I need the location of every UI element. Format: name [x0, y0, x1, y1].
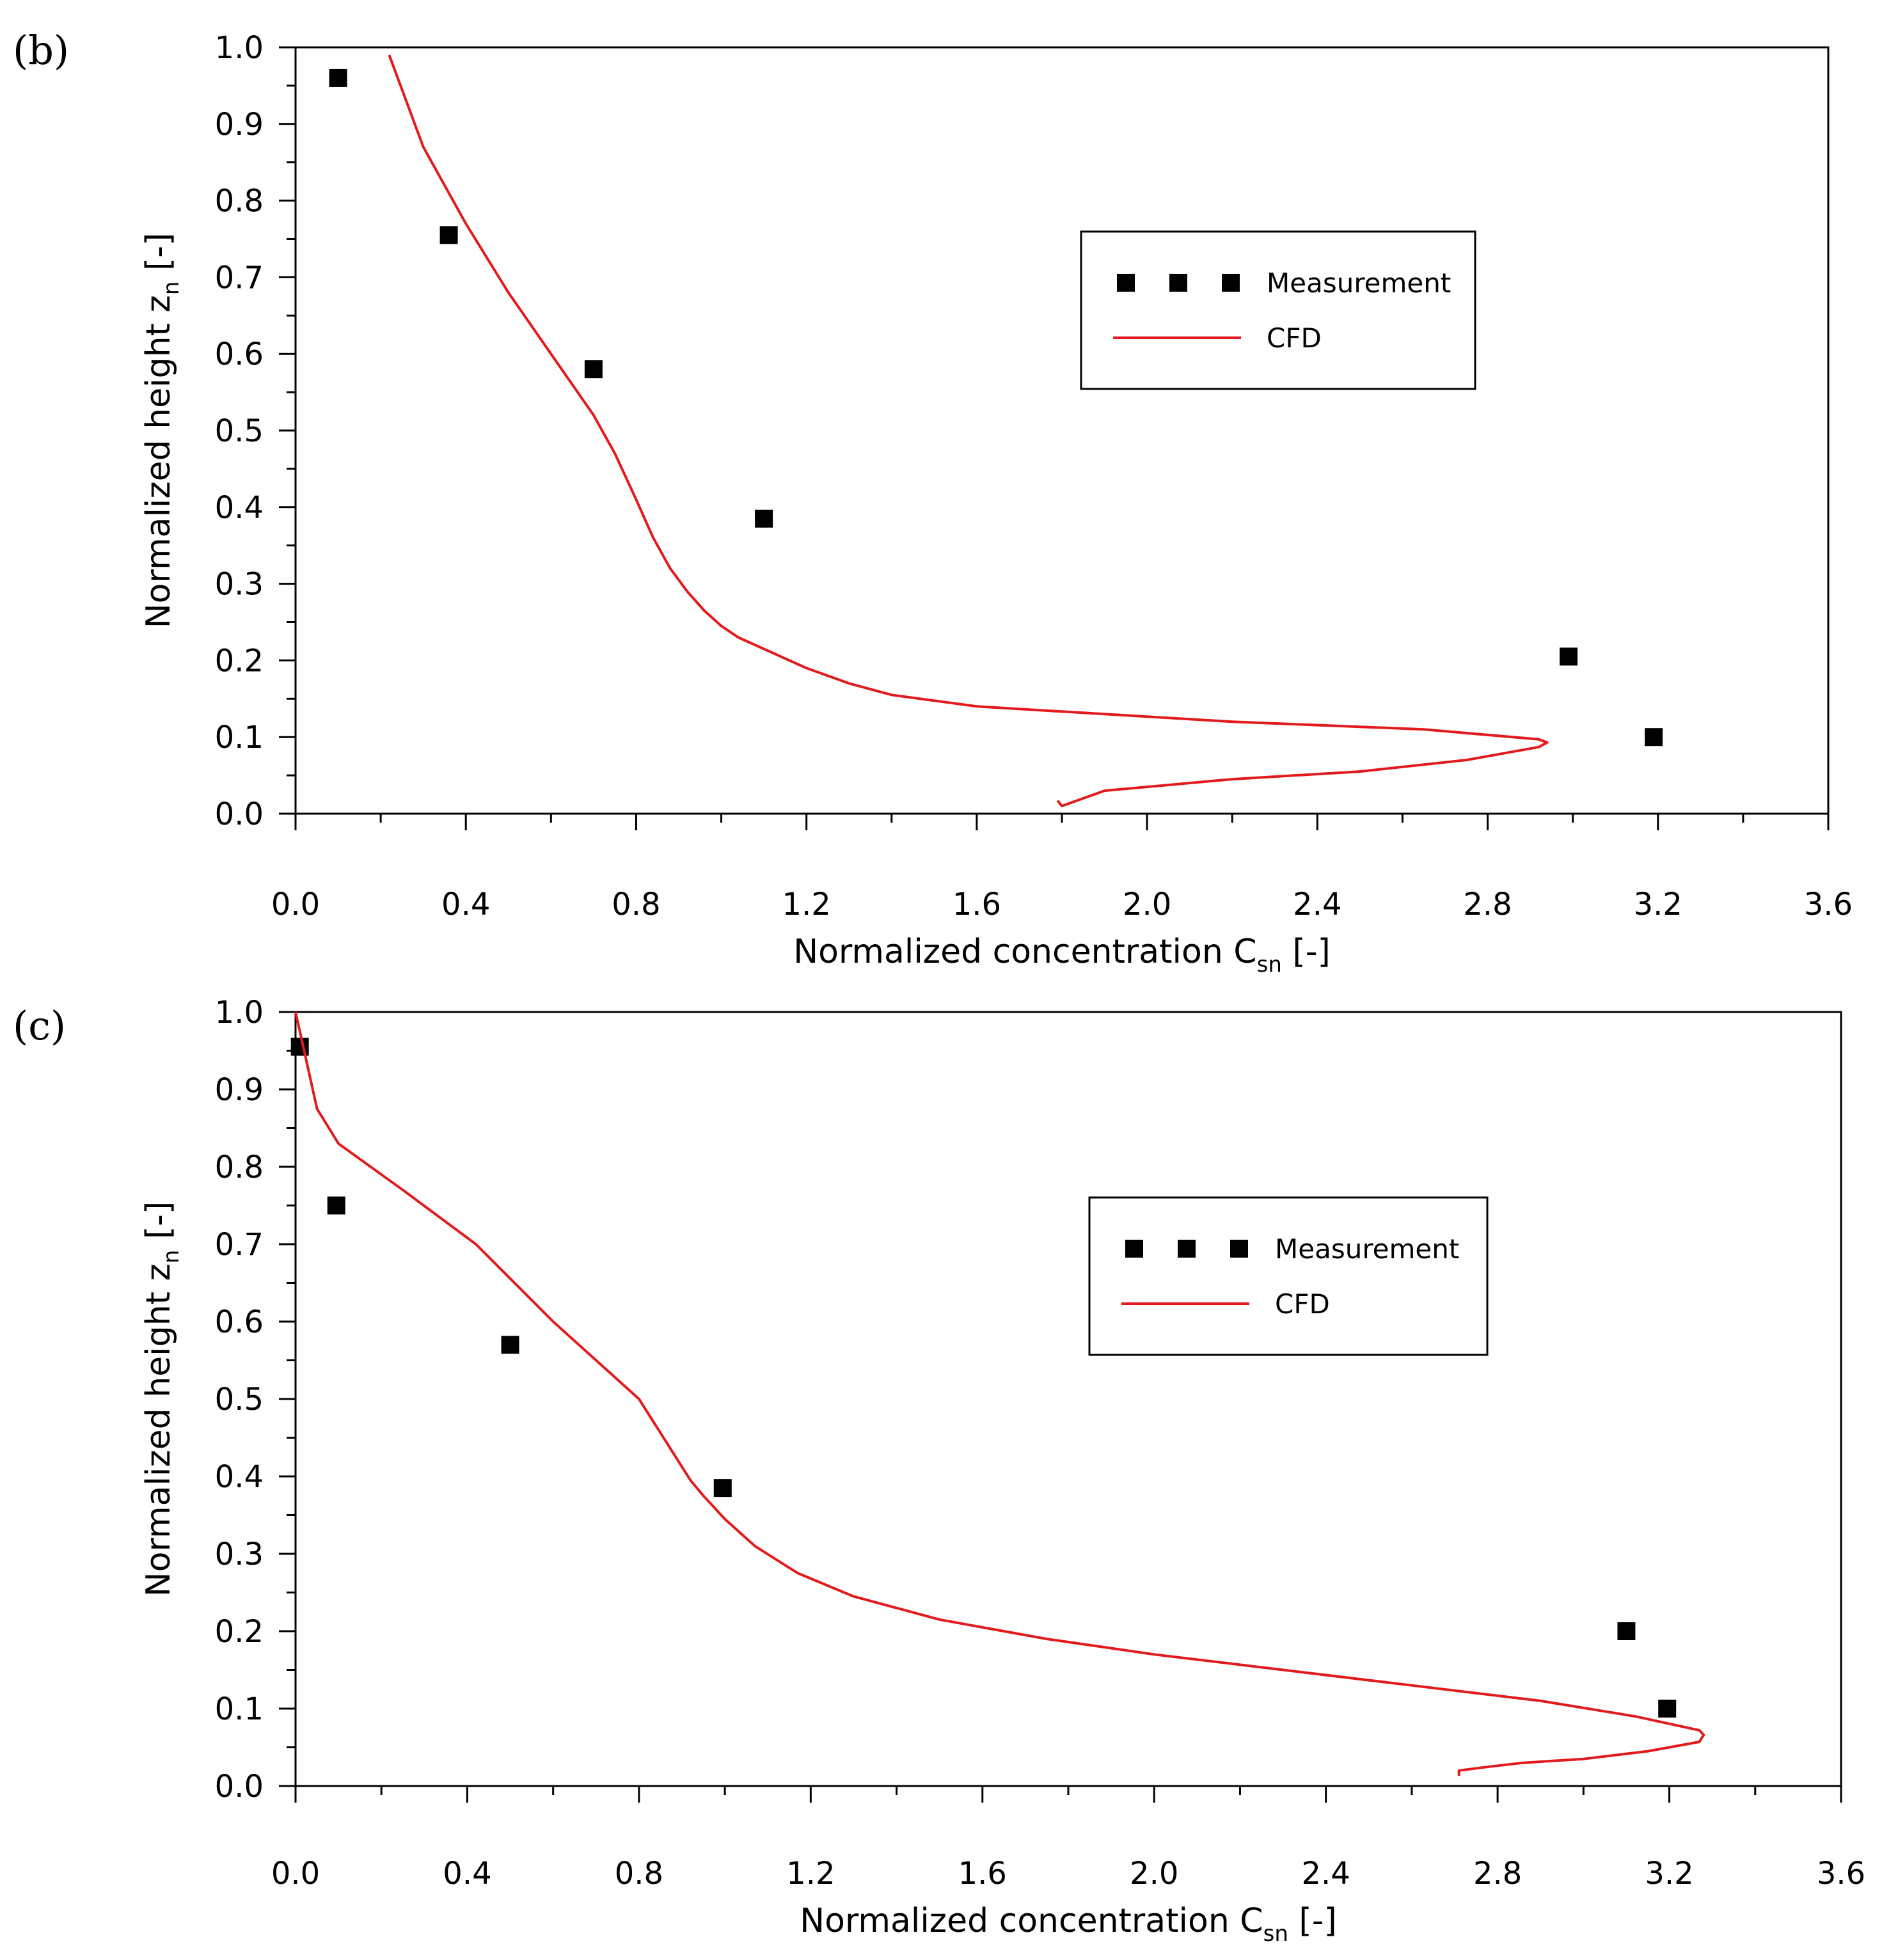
y-tick-label: 0.2	[215, 1614, 264, 1650]
y-axis-title-subscript: n	[159, 1250, 184, 1264]
y-axis-title: Normalized height zn [-]	[139, 233, 184, 628]
x-tick-label: 2.0	[1130, 1856, 1178, 1892]
x-axis-title: Normalized concentration Csn [-]	[793, 933, 1331, 977]
legend-measurement-marker	[1117, 274, 1135, 292]
legend: Measurement CFD	[1088, 1196, 1489, 1356]
y-tick-label: 0.6	[215, 336, 264, 372]
cfd-line	[294, 1011, 1705, 1776]
legend-label-cfd: CFD	[1275, 1288, 1330, 1320]
y-tick-label: 0.5	[215, 1382, 264, 1418]
x-tick-label: 2.4	[1301, 1856, 1350, 1892]
y-tick-label: 0.7	[215, 1227, 264, 1263]
x-tick-label: 2.0	[1123, 887, 1171, 922]
x-tick-label: 0.4	[441, 887, 490, 922]
x-axis-title-subscript: sn	[1257, 952, 1282, 977]
legend-measurement-marker	[1230, 1240, 1248, 1258]
measurement-point	[584, 360, 603, 379]
x-tick-label: 1.6	[958, 1856, 1007, 1892]
chart-panel-c: 0.0 0.4 0.8 1.2 1.6 2.0 2.4 2.8 3.2 3.6 0.0 0.1 0.2 0…	[13, 995, 1865, 1947]
legend-measurement-marker	[1169, 274, 1187, 292]
x-tick-label: 2.8	[1463, 887, 1512, 922]
x-axis-title-suffix: [-]	[1282, 933, 1331, 971]
y-tick-label: 0.1	[215, 1691, 264, 1727]
measurement-point	[290, 1038, 309, 1056]
measurement-point	[439, 226, 458, 244]
legend-box	[1088, 1196, 1489, 1356]
panel-label: (b)	[13, 27, 69, 74]
legend-measurement-marker	[1222, 274, 1240, 292]
measurement-point	[1658, 1700, 1677, 1718]
x-axis-title-main: Normalized concentration C	[793, 933, 1256, 971]
x-tick-label: 3.6	[1817, 1856, 1865, 1892]
y-tick-label: 0.3	[215, 1537, 264, 1572]
y-axis-title-main: Normalized height z	[139, 295, 178, 628]
measurement-point	[713, 1479, 732, 1498]
measurement-point	[1645, 728, 1663, 747]
x-tick-label: 0.4	[443, 1856, 491, 1892]
legend-measurement-marker	[1178, 1240, 1196, 1258]
y-tick-label: 0.8	[215, 1150, 264, 1185]
chart-panel-b: 0.0 0.4 0.8 1.2 1.6 2.0 2.4 2.8 3.2 3.6 0.0 0.1 0.2 0…	[13, 27, 1853, 977]
measurement-point	[329, 68, 347, 87]
measurement-point	[1617, 1622, 1636, 1640]
x-tick-label: 0.8	[612, 887, 660, 922]
legend-label-measurement: Measurement	[1267, 267, 1451, 299]
y-tick-label: 0.0	[215, 1769, 264, 1805]
x-tick-label: 1.6	[953, 887, 1001, 922]
measurement-point	[1560, 647, 1578, 666]
x-tick-label: 2.8	[1473, 1856, 1522, 1892]
y-tick-label: 0.5	[215, 413, 264, 449]
y-tick-label: 0.8	[215, 184, 264, 219]
x-tick-label: 1.2	[782, 887, 830, 922]
y-axis-title-suffix: [-]	[139, 233, 178, 281]
y-axis-title-main: Normalized height z	[139, 1263, 178, 1597]
x-axis-title-suffix: [-]	[1288, 1902, 1337, 1940]
panel-label: (c)	[13, 1002, 66, 1049]
measurement-point	[755, 509, 773, 528]
x-axis-title-subscript: sn	[1263, 1921, 1288, 1947]
y-tick-label: 1.0	[215, 995, 264, 1031]
y-tick-label: 0.0	[215, 796, 264, 832]
legend-label-cfd: CFD	[1267, 322, 1322, 354]
legend-box	[1080, 230, 1476, 390]
x-tick-label: 3.6	[1804, 887, 1853, 922]
measurement-point	[327, 1196, 345, 1215]
legend: Measurement CFD	[1080, 230, 1476, 390]
y-tick-label: 0.2	[215, 643, 264, 679]
legend-label-measurement: Measurement	[1275, 1233, 1459, 1265]
x-tick-label: 1.2	[786, 1856, 835, 1892]
y-tick-label: 0.9	[215, 107, 264, 143]
y-tick-label: 0.1	[215, 720, 264, 755]
x-tick-label: 0.0	[271, 887, 320, 922]
cfd-line	[388, 54, 1549, 807]
x-tick-label: 3.2	[1645, 1856, 1693, 1892]
x-tick-label: 0.0	[271, 1856, 320, 1892]
y-tick-label: 0.7	[215, 260, 264, 296]
x-tick-label: 2.4	[1293, 887, 1341, 922]
legend-measurement-marker	[1125, 1240, 1143, 1258]
y-axis-title-suffix: [-]	[139, 1201, 178, 1250]
y-tick-label: 0.3	[215, 567, 264, 603]
y-tick-label: 1.0	[215, 30, 264, 66]
measurement-point	[501, 1336, 519, 1354]
x-tick-label: 3.2	[1634, 887, 1682, 922]
x-tick-label: 0.8	[615, 1856, 663, 1892]
y-tick-label: 0.4	[215, 490, 264, 526]
y-axis-title-subscript: n	[159, 281, 184, 296]
y-tick-label: 0.9	[215, 1072, 264, 1108]
x-axis-title-main: Normalized concentration C	[800, 1902, 1263, 1940]
y-tick-label: 0.4	[215, 1459, 264, 1495]
y-tick-label: 0.6	[215, 1304, 264, 1340]
y-axis-title: Normalized height zn [-]	[139, 1201, 184, 1597]
x-axis-title: Normalized concentration Csn [-]	[800, 1902, 1337, 1947]
